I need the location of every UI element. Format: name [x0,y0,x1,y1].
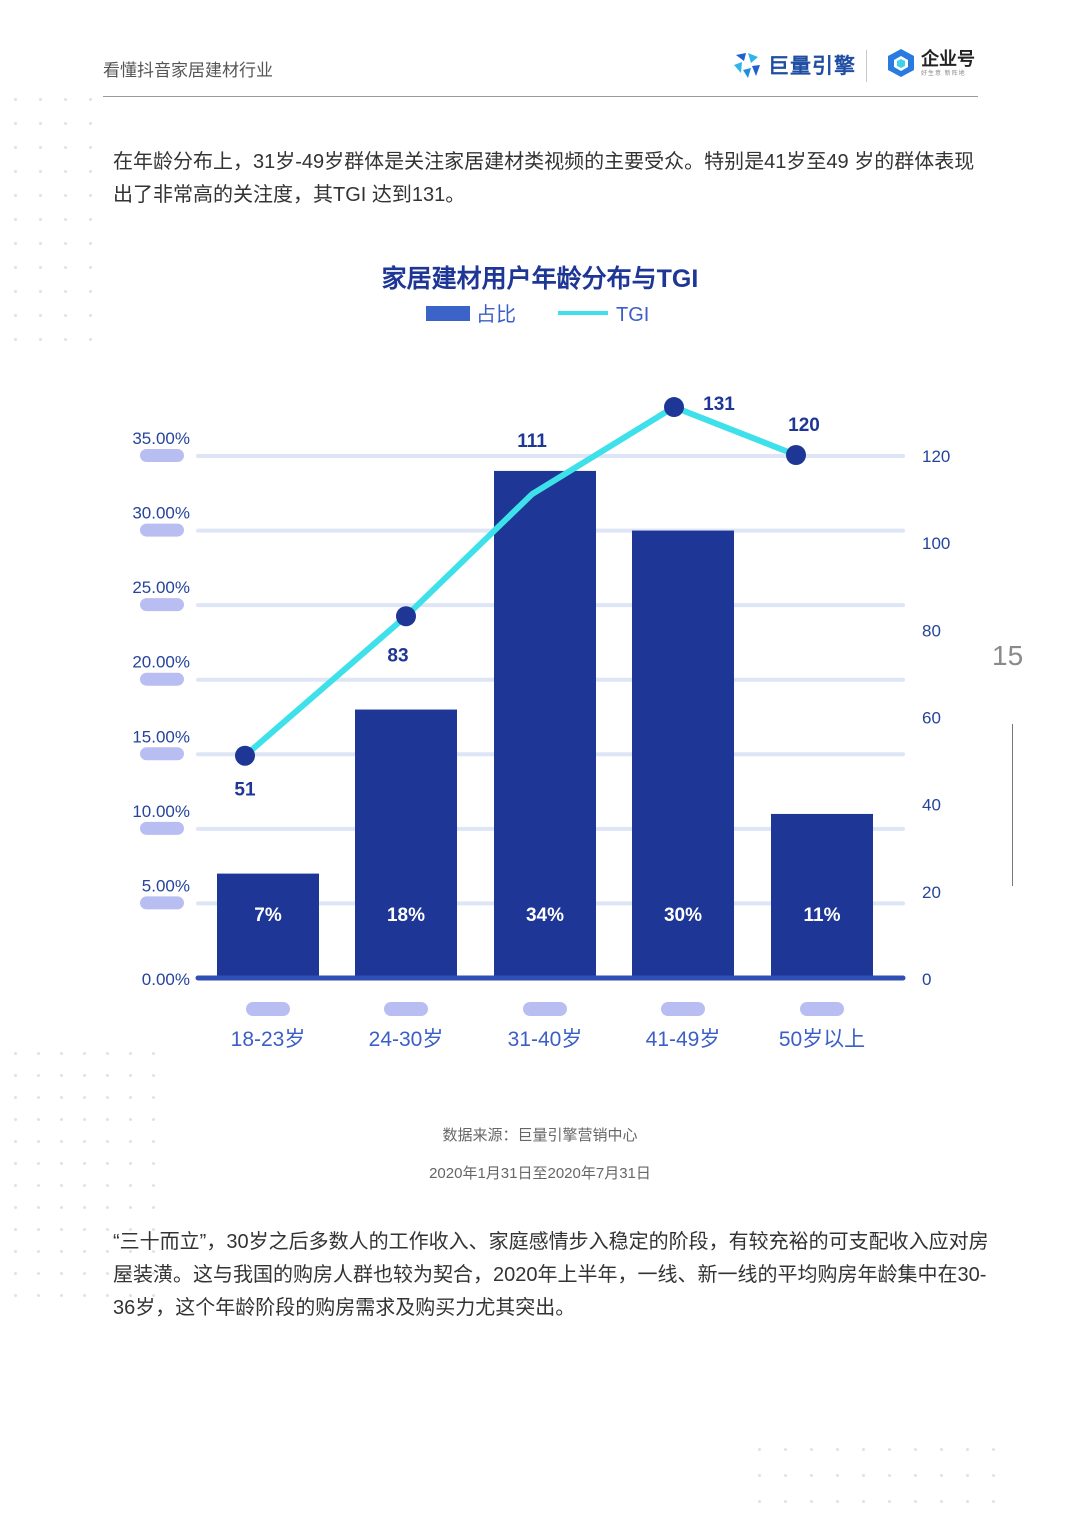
header-title: 看懂抖音家居建材行业 [103,61,273,80]
left-axis-tick-label: 30.00% [132,504,190,523]
x-axis-category-label: 50岁以上 [779,1028,865,1051]
tgi-value-label: 51 [234,780,256,801]
page-number: 15 [992,640,1024,671]
tgi-value-label: 111 [517,431,547,452]
right-axis-tick-label: 0 [922,970,931,989]
left-axis-tick-label: 0.00% [142,970,190,989]
left-axis-tick-label: 25.00% [132,578,190,597]
legend-line-label: TGI [616,304,649,326]
bar-value-label: 7% [254,905,282,926]
chart-legend: 占比 TGI [426,303,649,326]
right-axis-tick-label: 40 [922,796,941,815]
x-axis-category-label: 31-40岁 [508,1028,583,1051]
closing-paragraph: “三十而立”，30岁之后多数人的工作收入、家庭感情步入稳定的阶段，有较充裕的可支… [113,1231,989,1319]
tgi-line [243,404,798,758]
juliang-logo-icon [734,53,760,78]
x-axis-category-label: 41-49岁 [646,1028,721,1051]
right-axis-tick-label: 100 [922,534,950,553]
bar [494,470,596,978]
x-axis-pill [661,1002,705,1016]
bar-value-label: 11% [804,905,841,926]
brand-juliang-name: 巨量引擎 [768,55,856,78]
left-axis-tick-label: 15.00% [132,727,190,746]
bar [355,709,457,978]
bar [632,530,734,978]
brand-divider [866,50,867,82]
left-axis-pill [140,747,184,761]
tgi-point [235,745,255,766]
left-axis-pill [140,896,184,910]
right-axis-tick-label: 80 [922,621,941,640]
brand-qiyehao-name: 企业号 [921,48,975,69]
bar [217,873,319,978]
source-line: 数据来源：巨量引擎营销中心 [442,1127,638,1144]
qiyehao-logo-icon [888,49,914,77]
left-axis-pill [140,821,184,835]
left-axis-pill [140,523,184,537]
left-axis-tick-label: 10.00% [132,802,190,821]
left-axis-tick-label: 5.00% [142,876,190,895]
intro-paragraph: 在年龄分布上，31岁-49岁群体是关注家居建材类视频的主要受众。特别是41岁至4… [113,151,975,206]
right-axis: 0 20 40 60 80 100 120 [922,447,950,989]
left-axis-pill [140,449,184,462]
tgi-value-label: 131 [703,394,735,415]
tgi-point [396,606,416,627]
brand-qiyehao-slogan: 好生意 新阵地 [921,70,966,77]
x-axis: 18-23岁 24-30岁 31-40岁 41-49岁 50岁以上 [231,1002,865,1051]
bar-value-label: 34% [526,905,564,926]
x-axis-category-label: 24-30岁 [369,1028,444,1051]
bar-value-label: 18% [387,905,425,926]
x-axis-pill [523,1002,567,1016]
bar-value-label: 30% [664,905,702,926]
brand-qiyehao: 企业号 好生意 新阵地 [887,48,975,78]
brand-juliang: 巨量引擎 [732,50,856,80]
x-axis-pill [246,1002,290,1016]
page-number-bar [1012,724,1013,886]
x-axis-category-label: 18-23岁 [231,1028,306,1051]
age-tgi-chart: 家居建材用户年龄分布与TGI 占比 TGI 0.00% 5.00% 10.00% 15… [132,264,950,1051]
chart-title: 家居建材用户年龄分布与TGI [382,264,699,293]
x-axis-pill [800,1002,844,1016]
tgi-value-label: 120 [788,415,820,436]
tgi-point [786,445,806,465]
tgi-point [664,397,684,418]
left-axis-pill [140,598,184,612]
left-axis-tick-label: 35.00% [132,429,190,448]
bar [771,813,873,978]
left-axis-tick-label: 20.00% [132,653,190,672]
date-range-line: 2020年1月31日至2020年7月31日 [429,1165,651,1182]
tgi-line-series: 51 83 111 131 120 [234,394,819,801]
legend-bar-swatch [426,306,470,321]
right-axis-tick-label: 20 [922,883,941,902]
tgi-value-label: 83 [387,645,408,666]
legend-bar-label: 占比 [476,303,516,326]
right-axis-tick-label: 120 [922,447,950,466]
header-rule [103,96,978,97]
left-axis-pill [140,672,184,686]
left-axis: 0.00% 5.00% 10.00% 15.00% 20.00% 25.00% 30.00%… [132,429,190,989]
x-axis-pill [384,1002,428,1016]
bar-series: 7% 18% 34% 30% 11% [195,470,906,981]
right-axis-tick-label: 60 [922,709,941,728]
